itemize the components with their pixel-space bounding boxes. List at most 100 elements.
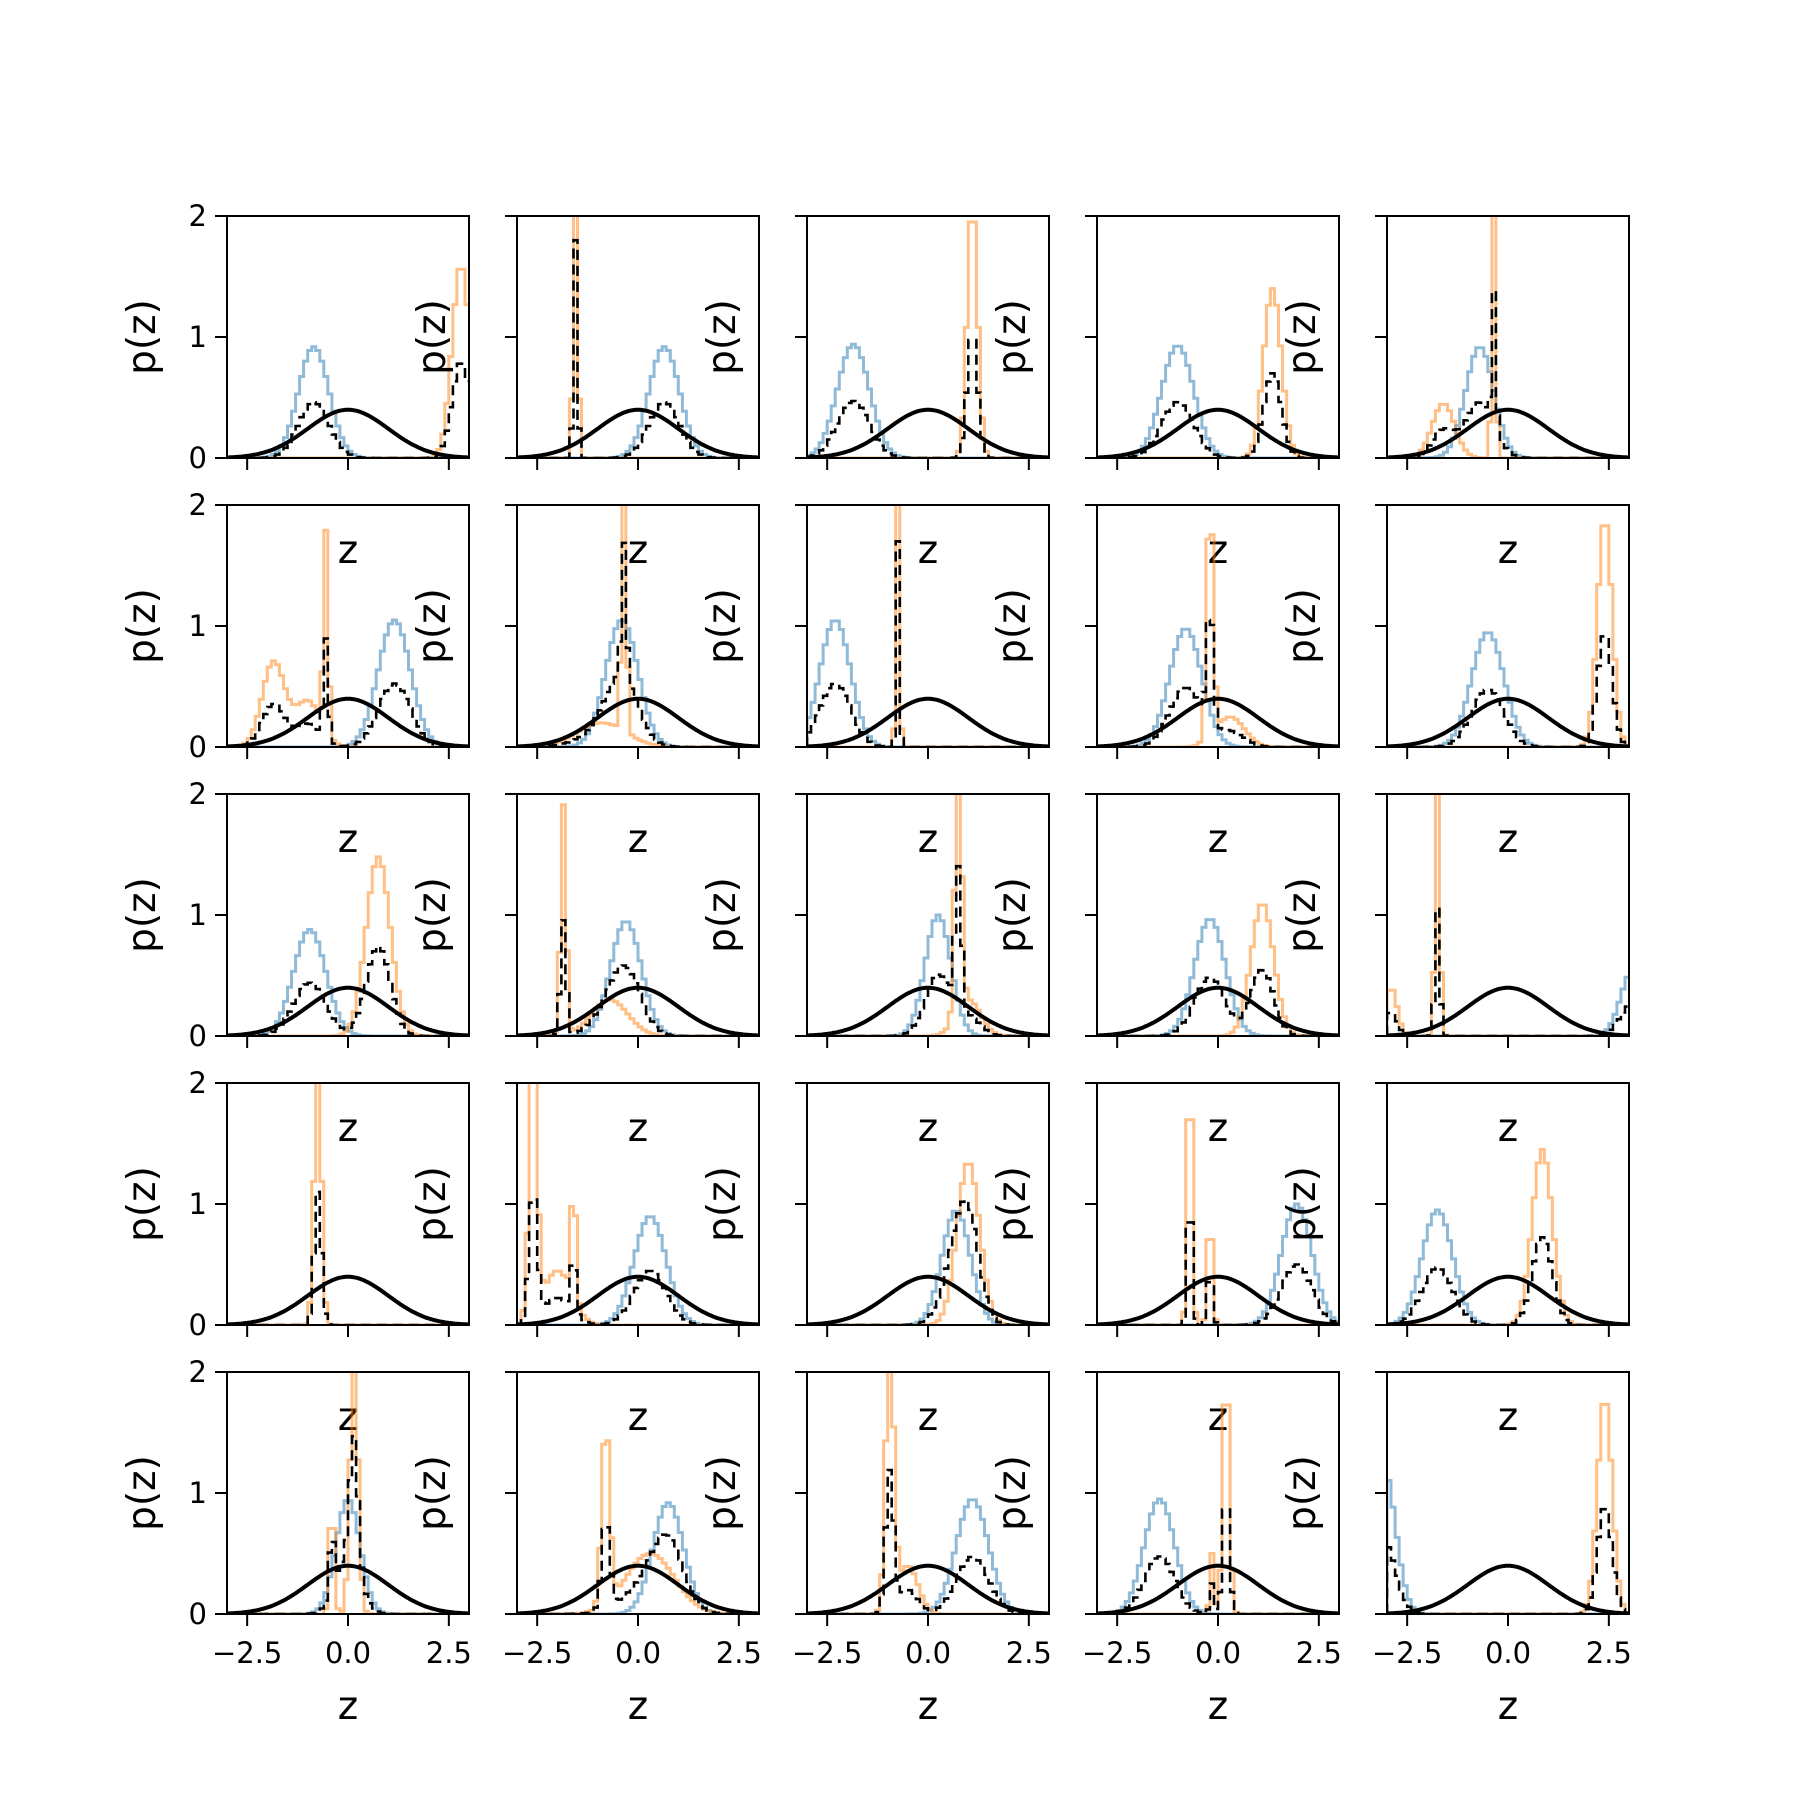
y-tick-label: 1 bbox=[189, 898, 207, 932]
prior-curve bbox=[807, 1274, 1049, 1325]
prior-curve bbox=[227, 1274, 469, 1325]
plot-area bbox=[227, 528, 469, 747]
y-axis-label: p(z) bbox=[990, 877, 1035, 953]
prior-curve bbox=[1387, 985, 1629, 1036]
x-axis-label: z bbox=[338, 817, 358, 862]
histogram-mixture bbox=[1097, 372, 1339, 458]
prior-curve bbox=[1097, 696, 1339, 747]
panel-r2-c2: p(z) z bbox=[410, 504, 760, 862]
y-axis-label: p(z) bbox=[120, 588, 165, 664]
y-tick-label: 1 bbox=[189, 609, 207, 643]
prior-curve bbox=[517, 1563, 759, 1614]
prior-curve bbox=[1387, 696, 1629, 747]
x-tick-label: 0.0 bbox=[1195, 1636, 1241, 1670]
prior-curve bbox=[517, 407, 759, 458]
y-tick-label: 2 bbox=[189, 199, 207, 233]
y-axis-label: p(z) bbox=[1280, 1455, 1325, 1531]
panel-r4-c3: p(z) z bbox=[700, 1082, 1050, 1440]
y-axis-label: p(z) bbox=[410, 1166, 455, 1242]
prior-curve bbox=[807, 1563, 1049, 1614]
histogram-b bbox=[807, 1372, 1049, 1614]
histogram-b bbox=[227, 528, 469, 747]
y-axis-label: p(z) bbox=[1280, 588, 1325, 664]
y-axis-label: p(z) bbox=[120, 877, 165, 953]
panels-layer: 012p(z)zp(z)zp(z)zp(z)zp(z)z012p(z)zp(z)… bbox=[120, 199, 1632, 1729]
histogram-b bbox=[1387, 216, 1629, 458]
plot-area bbox=[227, 267, 469, 458]
prior-curve bbox=[227, 985, 469, 1036]
x-axis-label: z bbox=[918, 528, 938, 573]
x-tick-label: 2.5 bbox=[1006, 1636, 1052, 1670]
histogram-b bbox=[517, 505, 759, 747]
x-axis-label: z bbox=[338, 1106, 358, 1151]
x-axis-label: z bbox=[1208, 1106, 1228, 1151]
x-axis-label: z bbox=[338, 528, 358, 573]
panel-r1-c1: 0 1 2 p(z) z bbox=[120, 199, 470, 573]
y-tick-label: 2 bbox=[189, 777, 207, 811]
prior-curve bbox=[517, 985, 759, 1036]
y-tick-label: 2 bbox=[189, 488, 207, 522]
y-axis-label: p(z) bbox=[1280, 877, 1325, 953]
plot-area bbox=[1387, 1148, 1629, 1325]
x-axis-label: z bbox=[1498, 1684, 1518, 1729]
prior-curve bbox=[807, 696, 1049, 747]
y-axis-label: p(z) bbox=[120, 1166, 165, 1242]
histogram-mixture bbox=[1097, 968, 1339, 1036]
histogram-b bbox=[517, 803, 759, 1036]
prior-curve bbox=[807, 985, 1049, 1036]
panel-r2-c1: 0 1 2 p(z) z bbox=[120, 488, 470, 862]
y-axis-label: p(z) bbox=[990, 299, 1035, 375]
x-tick-label: 2.5 bbox=[1586, 1636, 1632, 1670]
panel-r3-c4: p(z) z bbox=[990, 793, 1340, 1151]
y-axis-label: p(z) bbox=[410, 1455, 455, 1531]
x-axis-label: z bbox=[338, 1684, 358, 1729]
y-axis-label: p(z) bbox=[1280, 1166, 1325, 1242]
prior-curve bbox=[1387, 1274, 1629, 1325]
x-axis-label: z bbox=[628, 1395, 648, 1440]
y-axis-label: p(z) bbox=[410, 299, 455, 375]
x-tick-label: −2.5 bbox=[212, 1636, 282, 1670]
histogram-a bbox=[227, 928, 469, 1036]
prior-curve bbox=[227, 696, 469, 747]
histogram-b bbox=[1097, 903, 1339, 1036]
x-axis-label: z bbox=[628, 1684, 648, 1729]
plot-area bbox=[1097, 287, 1339, 458]
histogram-mixture bbox=[1387, 289, 1629, 458]
panel-r1-c2: p(z) z bbox=[410, 215, 760, 573]
y-tick-label: 0 bbox=[189, 730, 207, 764]
histogram-a bbox=[1097, 627, 1339, 747]
histogram-b bbox=[1097, 1403, 1339, 1614]
panel-r4-c1: 0 1 2 p(z) z bbox=[120, 1066, 470, 1440]
y-axis-label: p(z) bbox=[990, 588, 1035, 664]
histogram-b bbox=[1387, 1402, 1629, 1614]
panel-r4-c2: p(z) z bbox=[410, 1082, 760, 1440]
panel-r3-c1: 0 1 2 p(z) z bbox=[120, 777, 470, 1151]
histogram-mixture bbox=[807, 1198, 1049, 1325]
prior-curve bbox=[227, 407, 469, 458]
panel-r5-c5: −2.5 0.0 2.5 p(z) z bbox=[1280, 1371, 1632, 1729]
y-axis-label: p(z) bbox=[700, 588, 745, 664]
prior-curve bbox=[1097, 1563, 1339, 1614]
histogram-mixture bbox=[1387, 1507, 1629, 1614]
x-axis-label: z bbox=[628, 528, 648, 573]
histogram-mixture bbox=[227, 1434, 469, 1614]
x-axis-label: z bbox=[1498, 817, 1518, 862]
histogram-b bbox=[227, 267, 469, 458]
prior-curve bbox=[517, 696, 759, 747]
histogram-mixture bbox=[1387, 1236, 1629, 1325]
y-tick-label: 0 bbox=[189, 441, 207, 475]
histogram-a bbox=[807, 342, 1049, 458]
plot-area bbox=[1387, 216, 1629, 458]
y-tick-label: 1 bbox=[189, 320, 207, 354]
x-tick-label: −2.5 bbox=[792, 1636, 862, 1670]
histogram-mixture bbox=[517, 541, 759, 747]
prior-curve bbox=[227, 1563, 469, 1614]
histogram-a bbox=[1387, 346, 1629, 458]
panel-r3-c3: p(z) z bbox=[700, 793, 1050, 1151]
y-axis-label: p(z) bbox=[410, 877, 455, 953]
histogram-b bbox=[517, 216, 759, 458]
panel-r4-c5: p(z) z bbox=[1280, 1082, 1630, 1440]
x-axis-label: z bbox=[1208, 817, 1228, 862]
x-axis-label: z bbox=[1498, 1395, 1518, 1440]
